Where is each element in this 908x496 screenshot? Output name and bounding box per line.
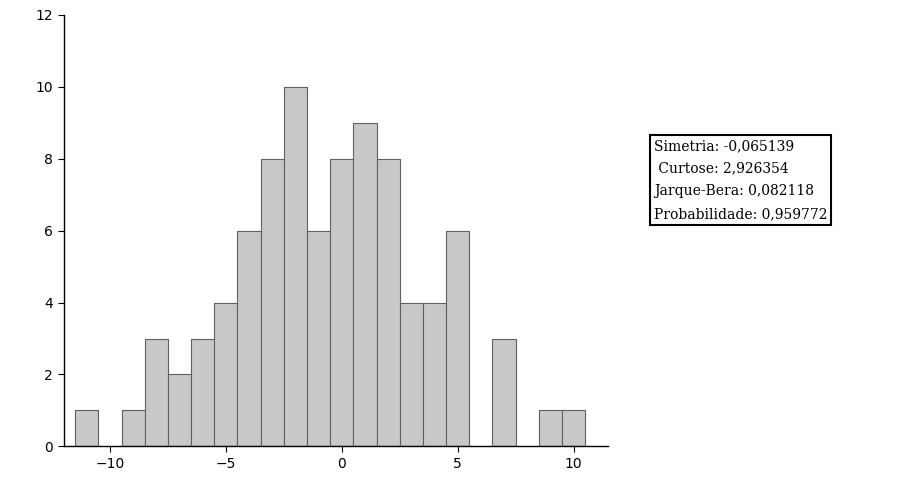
Bar (423, 303, 446, 446)
Bar (284, 87, 307, 446)
Bar (377, 159, 400, 446)
Bar (261, 159, 284, 446)
Bar (237, 231, 261, 446)
Bar (191, 339, 214, 446)
Bar (307, 231, 331, 446)
Bar (400, 303, 423, 446)
Bar (353, 123, 377, 446)
Bar (144, 339, 168, 446)
Bar (122, 411, 144, 446)
Bar (75, 411, 98, 446)
Text: Simetria: -0,065139
 Curtose: 2,926354
Jarque-Bera: 0,082118
Probabilidade: 0,95: Simetria: -0,065139 Curtose: 2,926354 Ja… (654, 139, 827, 221)
Bar (538, 411, 562, 446)
Bar (214, 303, 237, 446)
Bar (446, 231, 469, 446)
Bar (168, 374, 191, 446)
Bar (562, 411, 585, 446)
Bar (492, 339, 516, 446)
Bar (331, 159, 353, 446)
